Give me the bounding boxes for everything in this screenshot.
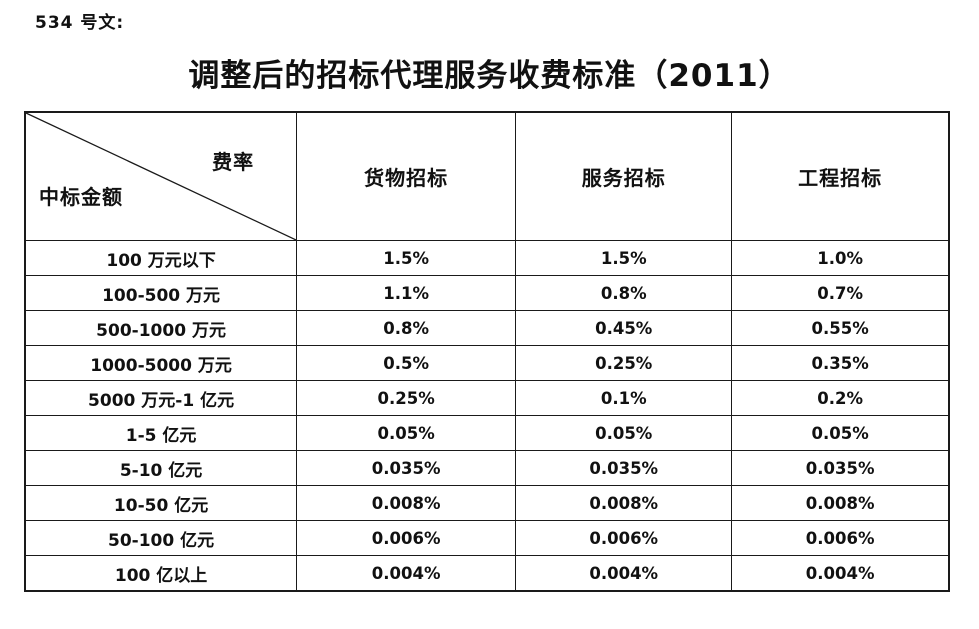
rate-value: 0.006% <box>515 520 733 556</box>
corner-amount-label: 中标金额 <box>39 185 123 209</box>
table-row: 100-500 万元 1.1% 0.8% 0.7% <box>24 275 950 311</box>
rate-value: 0.035% <box>731 450 950 486</box>
rate-value: 0.006% <box>296 520 517 556</box>
row-label: 1-5 亿元 <box>24 415 298 451</box>
table-row: 5-10 亿元 0.035% 0.035% 0.035% <box>24 450 950 486</box>
rate-value: 1.5% <box>296 240 517 276</box>
rate-value: 0.25% <box>296 380 517 416</box>
rate-value: 0.1% <box>515 380 733 416</box>
rate-value: 0.008% <box>515 485 733 521</box>
rate-value: 0.25% <box>515 345 733 381</box>
rate-value: 0.8% <box>515 275 733 311</box>
row-label: 10-50 亿元 <box>24 485 298 521</box>
rate-value: 1.5% <box>515 240 733 276</box>
table-row: 100 亿以上 0.004% 0.004% 0.004% <box>24 555 950 592</box>
column-header-engineering: 工程招标 <box>731 111 950 241</box>
column-header-services: 服务招标 <box>515 111 733 241</box>
table-header-row: 费率 中标金额 货物招标 服务招标 工程招标 <box>24 111 950 241</box>
table-row: 1-5 亿元 0.05% 0.05% 0.05% <box>24 415 950 451</box>
row-label: 5000 万元-1 亿元 <box>24 380 298 416</box>
rate-value: 0.2% <box>731 380 950 416</box>
rate-value: 0.035% <box>515 450 733 486</box>
row-label: 5-10 亿元 <box>24 450 298 486</box>
rate-value: 0.45% <box>515 310 733 346</box>
rate-value: 0.5% <box>296 345 517 381</box>
doc-number-label: 534 号文: <box>35 13 125 33</box>
table-row: 50-100 亿元 0.006% 0.006% 0.006% <box>24 520 950 556</box>
corner-fee-rate-label: 费率 <box>212 150 255 174</box>
table-row: 500-1000 万元 0.8% 0.45% 0.55% <box>24 310 950 346</box>
table-row: 5000 万元-1 亿元 0.25% 0.1% 0.2% <box>24 380 950 416</box>
table-row: 10-50 亿元 0.008% 0.008% 0.008% <box>24 485 950 521</box>
row-label: 1000-5000 万元 <box>24 345 298 381</box>
rate-value: 0.55% <box>731 310 950 346</box>
page-title: 调整后的招标代理服务收费标准（2011） <box>188 58 791 94</box>
rate-value: 1.1% <box>296 275 517 311</box>
diagonal-corner-cell: 费率 中标金额 <box>24 111 298 241</box>
table-row: 100 万元以下 1.5% 1.5% 1.0% <box>24 240 950 276</box>
row-label: 100 亿以上 <box>24 555 298 592</box>
rate-value: 0.05% <box>296 415 517 451</box>
row-label: 100 万元以下 <box>24 240 298 276</box>
rate-value: 0.008% <box>731 485 950 521</box>
rate-value: 0.8% <box>296 310 517 346</box>
rate-value: 0.05% <box>731 415 950 451</box>
row-label: 500-1000 万元 <box>24 310 298 346</box>
column-header-goods: 货物招标 <box>296 111 517 241</box>
row-label: 100-500 万元 <box>24 275 298 311</box>
rate-value: 0.35% <box>731 345 950 381</box>
rate-value: 0.035% <box>296 450 517 486</box>
row-label: 50-100 亿元 <box>24 520 298 556</box>
rate-value: 0.004% <box>515 555 733 592</box>
rate-value: 1.0% <box>731 240 950 276</box>
rate-value: 0.05% <box>515 415 733 451</box>
rate-value: 0.006% <box>731 520 950 556</box>
rate-value: 0.7% <box>731 275 950 311</box>
diagonal-divider-line <box>26 113 296 240</box>
rate-value: 0.004% <box>731 555 950 592</box>
table-row: 1000-5000 万元 0.5% 0.25% 0.35% <box>24 345 950 381</box>
rate-value: 0.008% <box>296 485 517 521</box>
fee-rate-table: 费率 中标金额 货物招标 服务招标 工程招标 100 万元以下 1.5% 1.5… <box>24 111 950 592</box>
rate-value: 0.004% <box>296 555 517 592</box>
